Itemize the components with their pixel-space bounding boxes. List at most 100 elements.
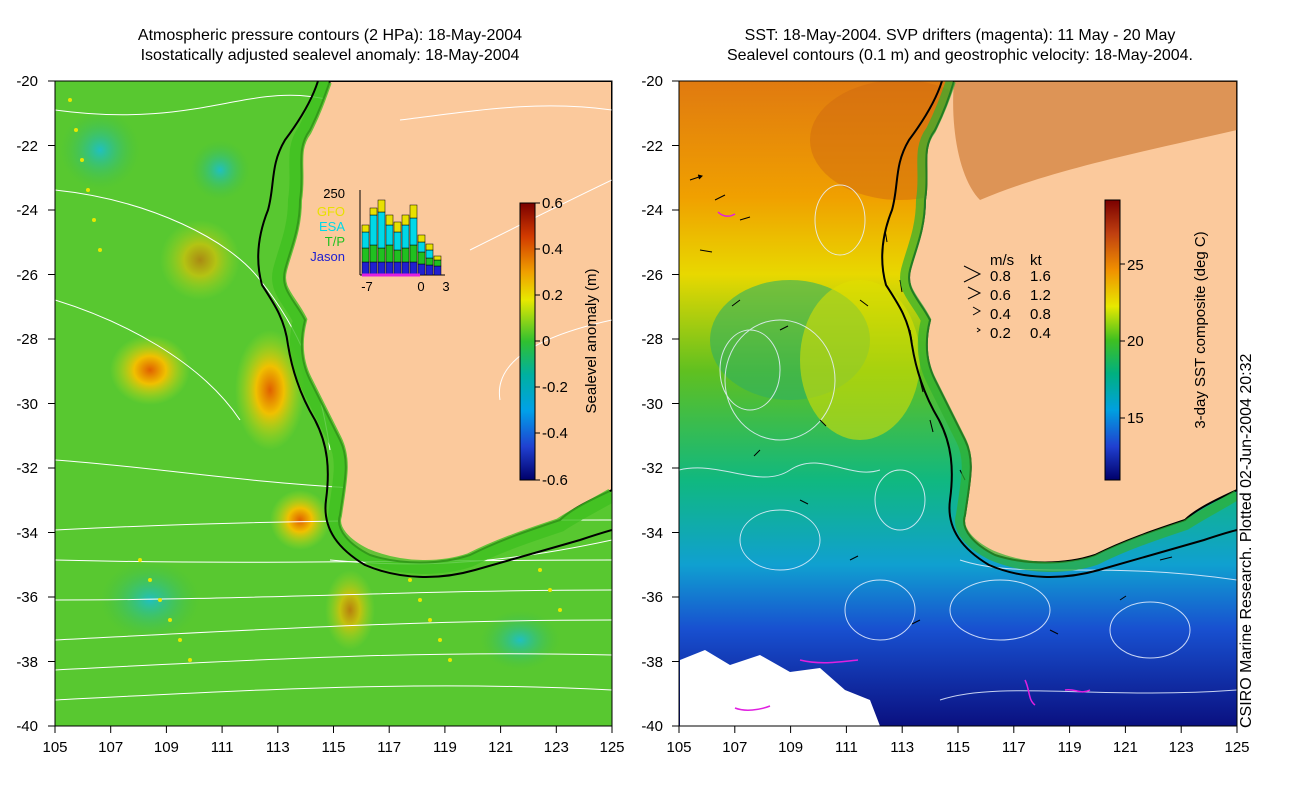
- sla-anomaly-high: [325, 570, 375, 650]
- velocity-legend-kt: 0.4: [1030, 325, 1051, 342]
- sla-anomaly-low: [100, 560, 200, 640]
- left-y-tick-label: -38: [16, 654, 38, 671]
- velocity-legend-header-ms: m/s: [990, 252, 1014, 269]
- left-y-tick-label: -30: [16, 396, 38, 413]
- left-y-tick-label: -36: [16, 589, 38, 606]
- pressure-contour-land: [469, 179, 612, 251]
- sla-colorbar-scale: [519, 202, 536, 481]
- velocity-legend-ms: 0.2: [990, 325, 1011, 342]
- right-map-title: SST: 18-May-2004. SVP drifters (magenta)…: [660, 26, 1260, 66]
- right-y-tick-label: -32: [641, 460, 663, 477]
- left-y-tick-label: -34: [16, 525, 38, 542]
- svp-drifter-tracks: [717, 211, 1091, 711]
- sla-anomaly-low: [60, 110, 140, 190]
- inset-bars: [361, 199, 442, 276]
- velocity-legend-kt: 1.6: [1030, 268, 1051, 285]
- sst-colorbar-tick: 25: [1127, 257, 1144, 274]
- right-y-tick-label: -34: [641, 525, 663, 542]
- velocity-legend-ms: 0.6: [990, 287, 1011, 304]
- sla-colorbar-tick: -0.4: [542, 425, 568, 442]
- right-x-tick-label: 107: [722, 739, 747, 756]
- left-y-tick-label: -22: [16, 138, 38, 155]
- right-y-tick-label: -26: [641, 267, 663, 284]
- right-x-tick-label: 117: [1002, 739, 1026, 756]
- inset-ymax-label: 250: [323, 186, 345, 201]
- cloud-mask: [680, 650, 880, 726]
- sla-anomaly-high: [160, 220, 240, 300]
- right-y-tick-label: -30: [641, 396, 663, 413]
- left-x-tick-label: 125: [599, 739, 624, 756]
- sla-anomaly-high: [270, 490, 330, 550]
- left-x-tick-label: 109: [154, 739, 179, 756]
- right-title-line1: SST: 18-May-2004. SVP drifters (magenta)…: [744, 27, 1176, 44]
- left-x-tick-label: 119: [433, 739, 457, 756]
- sla-anomaly-high: [110, 335, 190, 405]
- inset-legend-jason: Jason: [310, 249, 345, 264]
- sst-colorbar-scale: [1104, 199, 1121, 481]
- pressure-contour-land: [399, 105, 612, 121]
- velocity-legend-arrow-icon: [972, 306, 982, 316]
- right-y-tick-label: -22: [641, 138, 663, 155]
- right-x-tick-label: 111: [835, 739, 858, 756]
- left-x-tick-label: 107: [98, 739, 123, 756]
- right-y-axis: -20 -22 -24 -26 -28 -30 -32 -34 -36 -38 …: [641, 73, 679, 735]
- right-x-tick-label: 113: [890, 739, 914, 756]
- velocity-legend: m/s kt 0.8 1.6 0.6 1.2 0.4 0.8 0.2 0.4: [963, 252, 1051, 342]
- right-map: -20 -22 -24 -26 -28 -30 -32 -34 -36 -38 …: [641, 73, 1249, 756]
- shelf-edge-contour: [257, 81, 612, 578]
- right-y-tick-label: -40: [641, 718, 663, 735]
- right-x-tick-label: 115: [946, 739, 970, 756]
- sla-colorbar: 0.6 0.4 0.2 0 -0.2 -0.4 -0.6 Sealevel an…: [519, 195, 600, 489]
- right-y-tick-label: -24: [641, 202, 663, 219]
- right-x-tick-label: 123: [1169, 739, 1194, 756]
- left-x-tick-label: 113: [266, 739, 290, 756]
- sst-colorbar: 25 20 15 3-day SST composite (deg C): [1104, 199, 1209, 481]
- sla-anomaly-low: [190, 140, 250, 200]
- left-y-tick-label: -20: [16, 73, 38, 90]
- sla-colorbar-tick: -0.6: [542, 472, 568, 489]
- velocity-legend-arrow-icon: [967, 286, 982, 300]
- left-x-tick-label: 121: [488, 739, 513, 756]
- sla-colorbar-tick: -0.2: [542, 379, 568, 396]
- inset-x-tick-label: 0: [417, 279, 424, 294]
- left-y-tick-label: -24: [16, 202, 38, 219]
- sla-anomaly-high: [235, 330, 305, 450]
- altimeter-histogram-inset: 250 GFO ESA T/P Jason -7 0 3: [310, 186, 449, 294]
- inset-legend-esa: ESA: [319, 219, 345, 234]
- velocity-legend-kt: 0.8: [1030, 306, 1051, 323]
- right-y-tick-label: -20: [641, 73, 663, 90]
- left-x-tick-label: 117: [377, 739, 401, 756]
- left-title-line2: Isostatically adjusted sealevel anomaly:…: [140, 47, 520, 64]
- velocity-legend-ms: 0.8: [990, 268, 1011, 285]
- sla-colorbar-tick: 0.2: [542, 287, 563, 304]
- sst-colorbar-tick: 15: [1127, 410, 1144, 427]
- inset-legend-gfo: GFO: [317, 204, 345, 219]
- left-x-tick-label: 123: [544, 739, 569, 756]
- left-title-line1: Atmospheric pressure contours (2 HPa): 1…: [137, 27, 523, 44]
- left-y-tick-label: -32: [16, 460, 38, 477]
- sst-warm-tongue: [800, 280, 920, 440]
- sla-colorbar-label: Sealevel anomaly (m): [583, 268, 600, 413]
- sla-anomaly-low: [480, 610, 560, 670]
- sst-colorbar-tick: 20: [1127, 333, 1144, 350]
- right-x-tick-label: 125: [1224, 739, 1249, 756]
- right-y-tick-label: -36: [641, 589, 663, 606]
- north-west-shelf-warm: [953, 81, 1237, 200]
- right-x-tick-label: 109: [778, 739, 803, 756]
- velocity-legend-header-kt: kt: [1030, 252, 1043, 269]
- velocity-legend-ms: 0.4: [990, 306, 1011, 323]
- left-y-tick-label: -40: [16, 718, 38, 735]
- inset-x-tick-label: -7: [361, 279, 373, 294]
- left-x-tick-label: 111: [211, 739, 234, 756]
- inset-x-tick-label: 3: [442, 279, 449, 294]
- right-x-axis: 105 107 109 111 113 115 117 119 121 123 …: [666, 726, 1250, 756]
- left-x-tick-label: 115: [322, 739, 346, 756]
- right-x-tick-label: 121: [1113, 739, 1138, 756]
- right-title-line2: Sealevel contours (0.1 m) and geostrophi…: [726, 47, 1193, 64]
- left-y-tick-label: -26: [16, 267, 38, 284]
- right-x-tick-label: 119: [1058, 739, 1082, 756]
- right-y-tick-label: -38: [641, 654, 663, 671]
- plot-credit: CSIRO Marine Research. Plotted 02-Jun-20…: [1238, 353, 1255, 728]
- inset-legend-tp: T/P: [325, 234, 345, 249]
- left-map-title: Atmospheric pressure contours (2 HPa): 1…: [40, 26, 620, 66]
